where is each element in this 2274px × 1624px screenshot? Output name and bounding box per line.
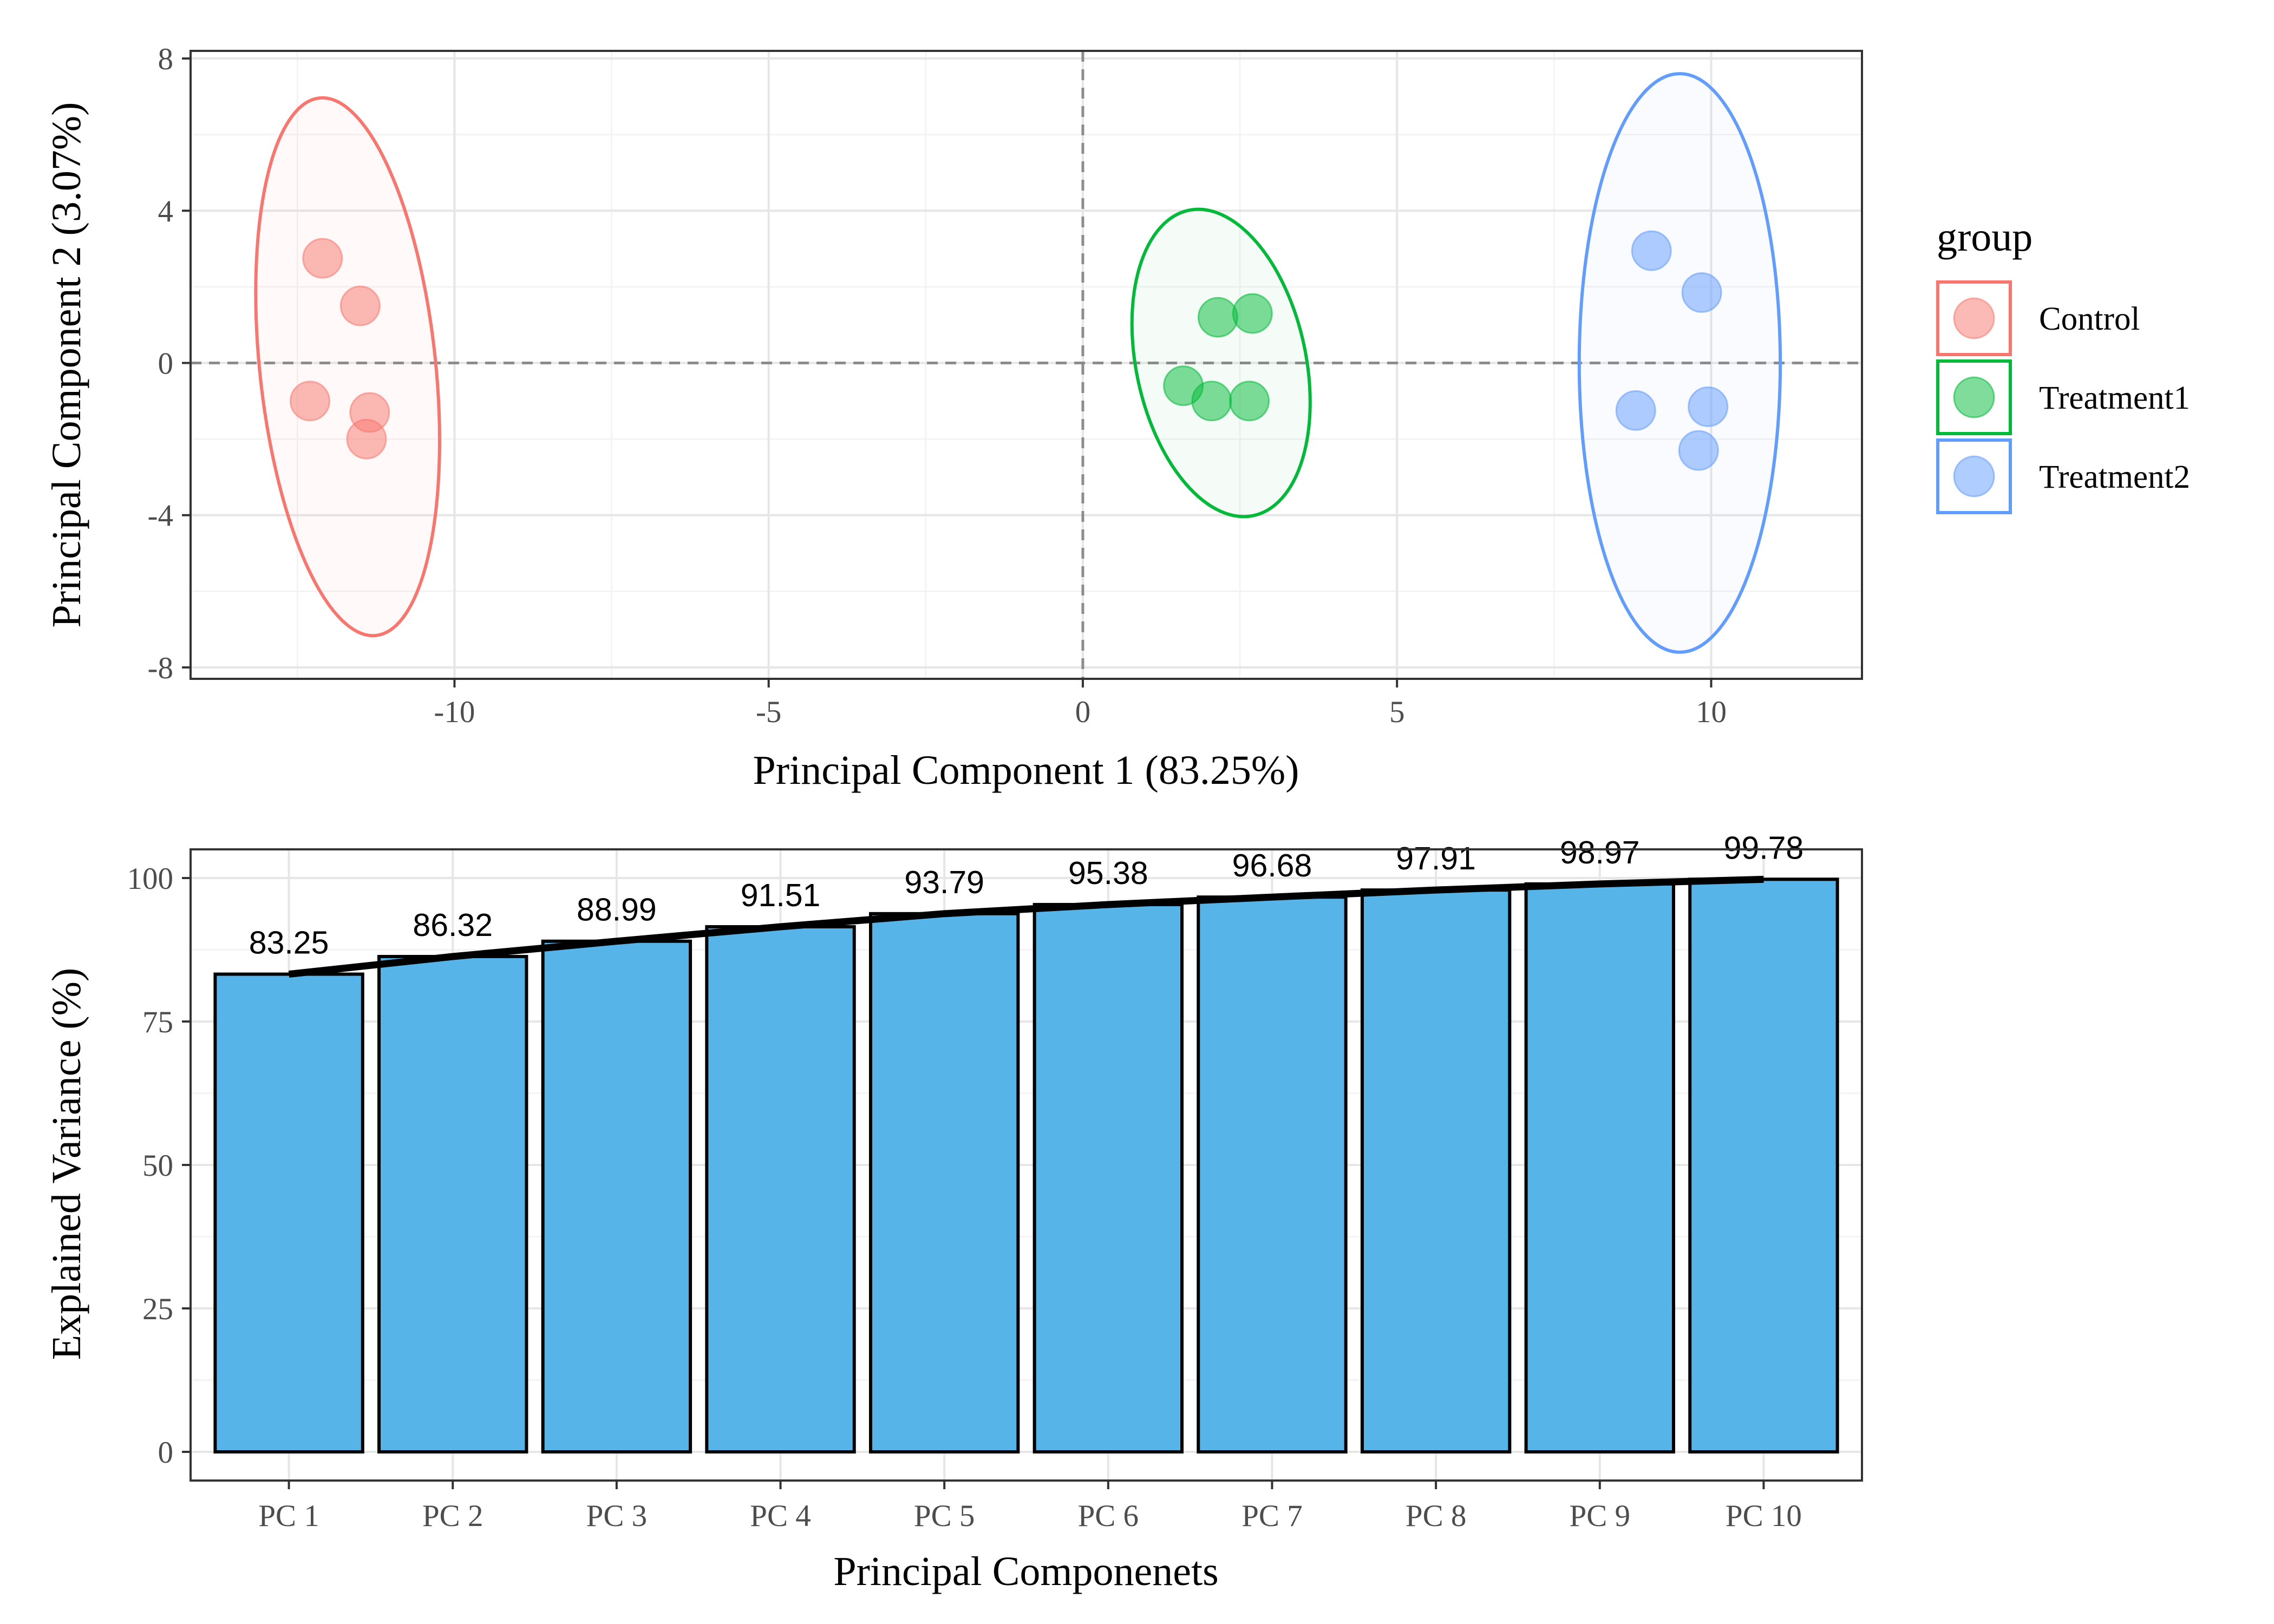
- pca-y-tick-label: 4: [158, 194, 174, 228]
- legend-label-treatment1: Treatment1: [2039, 380, 2190, 416]
- data-label-3: 88.99: [577, 892, 657, 928]
- bar-y-tick-label: 100: [127, 862, 174, 896]
- scatter-point-control: [302, 238, 343, 279]
- bar-x-tick-label: PC 4: [750, 1499, 811, 1533]
- pca-reference-lines: [191, 51, 1862, 679]
- bar-x-tick-label: PC 2: [422, 1499, 483, 1533]
- pca-points: [290, 230, 1729, 471]
- data-label-2: 86.32: [413, 907, 493, 943]
- scatter-point-treatment2: [1678, 430, 1719, 471]
- bar-8: [1360, 888, 1512, 1453]
- bar-x-tick-label: PC 3: [586, 1499, 647, 1533]
- pca-plot-background: [191, 51, 1862, 679]
- bar-y-axis-ticks: 0 25 50 75 100: [127, 862, 191, 1470]
- pca-x-axis-ticks: -10 -5 0 5 10: [434, 679, 1727, 729]
- bar-3: [541, 939, 692, 1454]
- bars: [213, 878, 1839, 1454]
- pca-x-axis-title: Principal Component 1 (83.25%): [753, 748, 1299, 793]
- legend-swatch-treatment2: [1953, 455, 1995, 497]
- bar-x-tick-label: PC 1: [258, 1499, 319, 1533]
- pca-x-tick-label: 0: [1075, 695, 1091, 729]
- data-label-6: 95.38: [1068, 855, 1148, 891]
- legend-items: Control Treatment1 Treatment2: [1936, 280, 2190, 514]
- confidence-ellipse-control: [254, 96, 441, 638]
- pca-scatter-panel: -10 -5 0 5 10 -8 -4 0 4 8 Principal Component 1 …: [44, 42, 1863, 793]
- pca-y-axis-ticks: -8 -4 0 4 8: [148, 42, 191, 685]
- legend-swatch-control: [1953, 297, 1995, 339]
- scatter-point-control: [339, 285, 381, 326]
- data-label-10: 99.78: [1724, 830, 1804, 866]
- bar-x-tick-label: PC 7: [1241, 1499, 1302, 1533]
- data-label-9: 98.97: [1560, 835, 1640, 870]
- legend-title: group: [1937, 214, 2033, 260]
- explained-variance-panel: 83.25 86.32 88.99 91.51 93.79 95.38 96.68 97.91…: [44, 830, 1863, 1594]
- confidence-ellipse-treatment2: [1577, 72, 1782, 654]
- pca-x-tick-label: 10: [1696, 695, 1727, 729]
- legend-swatch-treatment1: [1953, 376, 1995, 418]
- scatter-point-treatment2: [1631, 230, 1672, 271]
- bar-y-tick-label: 0: [158, 1436, 174, 1470]
- scatter-point-treatment2: [1681, 272, 1722, 313]
- confidence-ellipse-treatment1: [1130, 207, 1312, 519]
- bar-9: [1524, 882, 1675, 1453]
- scatter-point-treatment2: [1615, 390, 1656, 431]
- scatter-point-treatment2: [1688, 386, 1729, 427]
- bar-2: [377, 955, 528, 1454]
- bar-x-tick-label: PC 9: [1570, 1499, 1630, 1533]
- pca-x-tick-label: -5: [756, 695, 781, 729]
- bar-10: [1688, 878, 1839, 1453]
- bar-y-axis-title: Explained Variance (%): [44, 968, 89, 1360]
- bar-x-tick-label: PC 5: [914, 1499, 975, 1533]
- scatter-point-treatment1: [1229, 381, 1270, 422]
- bar-5: [868, 912, 1020, 1454]
- bar-y-tick-label: 75: [142, 1005, 173, 1039]
- scatter-point-treatment1: [1232, 293, 1273, 334]
- data-label-7: 96.68: [1232, 848, 1312, 883]
- bar-y-tick-label: 50: [142, 1149, 173, 1183]
- pca-y-tick-label: -4: [148, 499, 173, 533]
- legend: group Control Treatment1 Treatment2: [1936, 214, 2190, 514]
- legend-label-treatment2: Treatment2: [2039, 459, 2190, 495]
- data-label-8: 97.91: [1396, 841, 1476, 876]
- bar-x-axis-ticks: PC 1 PC 2 PC 3 PC 4 PC 5 PC 6 PC 7 PC 8 PC 9 PC 1…: [258, 1481, 1802, 1533]
- pca-x-tick-label: -10: [434, 695, 475, 729]
- pca-x-tick-label: 5: [1389, 695, 1405, 729]
- bar-data-labels: 83.25 86.32 88.99 91.51 93.79 95.38 96.68 97.91…: [249, 830, 1803, 960]
- scatter-point-treatment1: [1191, 381, 1232, 422]
- cumulative-variance-line: [288, 875, 1764, 978]
- pca-y-axis-title: Principal Component 2 (3.07%): [44, 102, 89, 628]
- bar-x-tick-label: PC 8: [1406, 1499, 1466, 1533]
- bar-x-tick-label: PC 6: [1078, 1499, 1139, 1533]
- data-label-1: 83.25: [249, 925, 329, 961]
- pca-plot-border: [190, 50, 1863, 680]
- bar-7: [1197, 895, 1348, 1453]
- bar-1: [213, 972, 364, 1454]
- scatter-point-treatment1: [1197, 297, 1238, 338]
- bar-6: [1033, 902, 1184, 1454]
- legend-label-control: Control: [2039, 301, 2140, 337]
- scatter-point-control: [346, 418, 387, 460]
- pca-ellipses: [254, 72, 1782, 654]
- pca-gridlines: [191, 51, 1862, 679]
- bar-4: [705, 925, 856, 1453]
- data-label-5: 93.79: [904, 865, 984, 900]
- pca-y-tick-label: 0: [158, 346, 174, 381]
- bar-x-axis-title: Principal Componenets: [833, 1549, 1218, 1594]
- bar-x-tick-label: PC 10: [1726, 1499, 1802, 1533]
- scatter-point-control: [290, 381, 330, 422]
- legend-key-control: [1936, 280, 2012, 356]
- pca-y-tick-label: -8: [148, 651, 173, 685]
- bar-y-tick-label: 25: [142, 1292, 173, 1326]
- data-label-4: 91.51: [741, 878, 821, 913]
- pca-y-tick-label: 8: [158, 42, 174, 76]
